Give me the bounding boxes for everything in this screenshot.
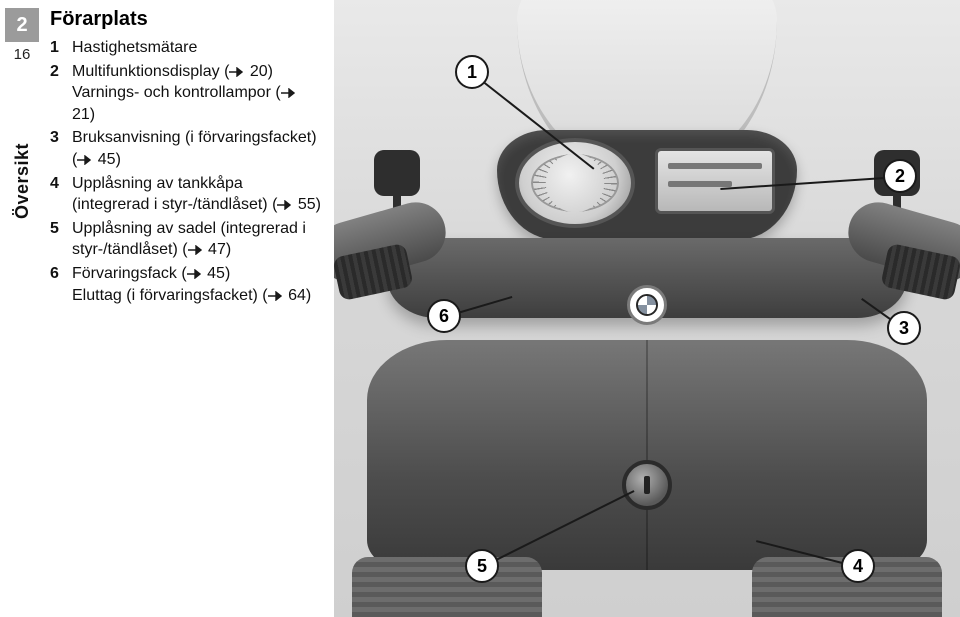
legend-item: 5Upplåsning av sadel (integrerad i styr-… xyxy=(50,218,322,261)
footrest-left xyxy=(352,557,542,617)
page-number: 16 xyxy=(14,46,31,63)
legend-item-label: Hastighetsmätare xyxy=(72,39,197,56)
legend-item-number: 6 xyxy=(50,263,72,306)
callout-bubble: 1 xyxy=(455,55,489,89)
speedometer-shape xyxy=(515,138,635,228)
legend-item: 6Förvaringsfack ( 45)Eluttag (i förvarin… xyxy=(50,263,322,306)
callout-bubble: 5 xyxy=(465,549,499,583)
legend-item-text: Bruksanvisning (i förvaringsfacket) ( 45… xyxy=(72,127,322,170)
legend-item-number: 3 xyxy=(50,127,72,170)
legend-item: 4Upplåsning av tankkåpa (integrerad i st… xyxy=(50,173,322,216)
left-margin: 2 16 Översikt xyxy=(0,0,44,617)
legend-item-label: Multifunktionsdisplay xyxy=(72,63,220,80)
front-body-panel xyxy=(367,340,927,570)
legend-item-pageref: 20 xyxy=(245,63,267,80)
page-ref-arrow-icon xyxy=(229,67,243,77)
page-ref-arrow-icon xyxy=(277,200,291,210)
section-title: Förarplats xyxy=(50,8,322,31)
legend-item-pageref: 45 xyxy=(203,265,225,282)
callout-number: 6 xyxy=(439,306,449,327)
callout-bubble: 3 xyxy=(887,311,921,345)
legend-list: 1Hastighetsmätare2Multifunktionsdisplay … xyxy=(50,37,322,306)
legend-item-body: Multifunktionsdisplay ( 20)Varnings- och… xyxy=(72,61,322,126)
panel-seam xyxy=(646,340,648,570)
page-ref-arrow-icon xyxy=(268,291,282,301)
mirror-left xyxy=(374,150,420,196)
legend-item-body: Upplåsning av sadel (integrerad i styr-/… xyxy=(72,218,322,261)
legend-item-pageref: 55 xyxy=(293,196,315,213)
callout-number: 1 xyxy=(467,62,477,83)
legend-item-label: Förvaringsfack xyxy=(72,265,177,282)
legend-item-pageref: 47 xyxy=(204,241,226,258)
callout-bubble: 2 xyxy=(883,159,917,193)
section-vertical-label: Översikt xyxy=(12,143,33,219)
legend-item: 3Bruksanvisning (i förvaringsfacket) ( 4… xyxy=(50,127,322,170)
legend-item-number: 4 xyxy=(50,173,72,216)
callout-number: 5 xyxy=(477,556,487,577)
callout-number: 3 xyxy=(899,318,909,339)
chapter-badge: 2 xyxy=(5,8,39,42)
page-ref-arrow-icon xyxy=(281,88,295,98)
page-ref-arrow-icon xyxy=(188,245,202,255)
legend-item-text: Hastighetsmätare xyxy=(72,37,322,59)
legend-item-label: Upplåsning av tankkåpa (integrerad i sty… xyxy=(72,175,268,214)
legend-item-sublabel: Varnings- och kontrollampor xyxy=(72,84,271,101)
legend-item: 2Multifunktionsdisplay ( 20)Varnings- oc… xyxy=(50,61,322,126)
multifunction-display-shape xyxy=(655,148,775,214)
legend-item-body: Förvaringsfack ( 45)Eluttag (i förvaring… xyxy=(72,263,322,306)
legend-item-body: Hastighetsmätare xyxy=(72,37,322,59)
callout-number: 4 xyxy=(853,556,863,577)
figure: 1 2 3 4 5 6 xyxy=(334,0,960,617)
legend-item-label: Bruksanvisning (i förvaringsfacket) xyxy=(72,129,317,146)
legend-item-sub-pageref: 21 xyxy=(72,106,90,123)
page-ref-arrow-icon xyxy=(77,155,91,165)
legend-item-sublabel: Eluttag (i förvaringsfacket) xyxy=(72,287,258,304)
legend-item-text: Förvaringsfack ( 45) xyxy=(72,263,322,285)
ignition-lock-shape xyxy=(622,460,672,510)
callout-number: 2 xyxy=(895,166,905,187)
page-ref-arrow-icon xyxy=(187,269,201,279)
callout-bubble: 6 xyxy=(427,299,461,333)
legend-item-subtext: Varnings- och kontrollampor ( 21) xyxy=(72,82,322,125)
brand-roundel-icon xyxy=(627,285,667,325)
legend-item-text: Upplåsning av sadel (integrerad i styr-/… xyxy=(72,218,322,261)
legend-item: 1Hastighetsmätare xyxy=(50,37,322,59)
legend-item-number: 2 xyxy=(50,61,72,126)
legend-item-pageref: 45 xyxy=(93,151,115,168)
callout-bubble: 4 xyxy=(841,549,875,583)
legend-item-subtext: Eluttag (i förvaringsfacket) ( 64) xyxy=(72,285,322,307)
legend-item-body: Bruksanvisning (i förvaringsfacket) ( 45… xyxy=(72,127,322,170)
legend-item-body: Upplåsning av tankkåpa (integrerad i sty… xyxy=(72,173,322,216)
legend-item-number: 1 xyxy=(50,37,72,59)
legend-item-number: 5 xyxy=(50,218,72,261)
legend-item-text: Multifunktionsdisplay ( 20) xyxy=(72,61,322,83)
legend-item-sub-pageref: 64 xyxy=(284,287,306,304)
legend-column: Förarplats 1Hastighetsmätare2Multifunkti… xyxy=(44,0,334,617)
legend-item-text: Upplåsning av tankkåpa (integrerad i sty… xyxy=(72,173,322,216)
